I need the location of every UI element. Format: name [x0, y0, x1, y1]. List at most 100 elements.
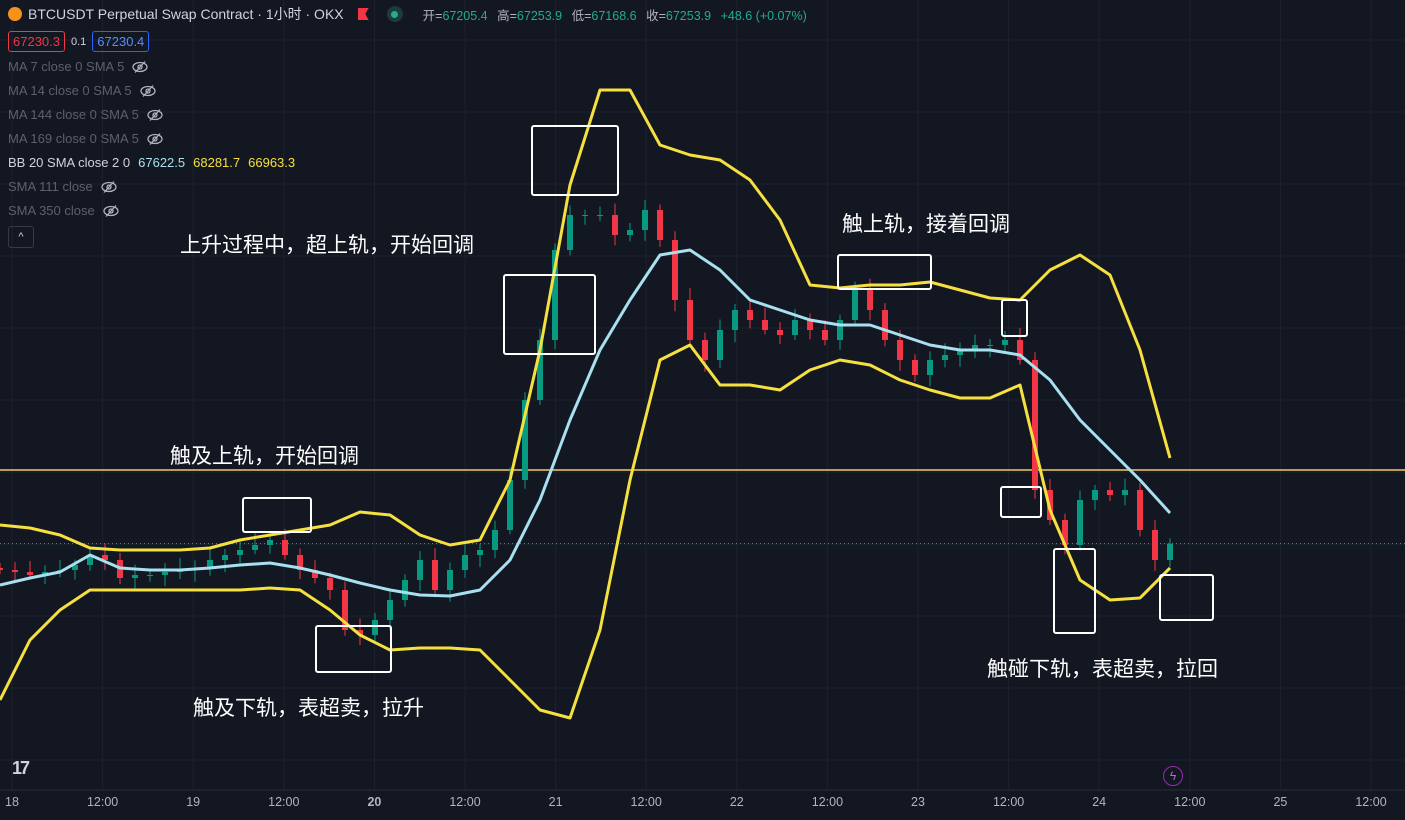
x-tick-label: 12:00: [1355, 795, 1387, 809]
eye-off-icon[interactable]: [147, 133, 163, 145]
x-tick-label: 19: [186, 795, 201, 809]
x-tick-label: 12:00: [268, 795, 300, 809]
x-tick-label: 21: [548, 795, 563, 809]
bb-upper-line: [0, 88, 1172, 552]
tradingview-logo[interactable]: 17: [12, 758, 30, 778]
sell-button[interactable]: 67230.3: [8, 31, 65, 52]
eye-off-icon[interactable]: [103, 205, 119, 217]
candle-body: [672, 240, 678, 300]
annotation-box: [1000, 486, 1042, 518]
annotation-box: [242, 497, 312, 533]
indicator-legend-item[interactable]: MA 14 close 0 SMA 5: [8, 79, 813, 103]
candle-body: [897, 340, 903, 360]
candle-body: [1077, 500, 1083, 545]
indicator-legend-item[interactable]: MA 7 close 0 SMA 5: [8, 55, 813, 79]
candle-body: [477, 550, 483, 555]
annotation-text: 触上轨，接着回调: [842, 213, 1010, 236]
candle-body: [582, 215, 588, 216]
candle-body: [927, 360, 933, 375]
candle-body: [837, 320, 843, 340]
candle-body: [282, 540, 288, 555]
flag-icon[interactable]: [357, 8, 369, 20]
candle-body: [687, 300, 693, 340]
candle-body: [1062, 520, 1068, 545]
lightning-icon[interactable]: ϟ: [1163, 766, 1183, 786]
candle-body: [342, 590, 348, 630]
x-tick-label: 25: [1273, 795, 1288, 809]
low-value: 67168.6: [591, 8, 637, 23]
candle-body: [357, 630, 363, 635]
candle-body: [882, 310, 888, 340]
x-tick-label: 12:00: [630, 795, 662, 809]
candle-body: [237, 550, 243, 555]
ohlc-values: 开=67205.4 高=67253.9 低=67168.6 收=67253.9 …: [423, 5, 813, 24]
candle-body: [372, 620, 378, 635]
candle-body: [537, 340, 543, 400]
candle-body: [312, 570, 318, 578]
candle-body: [567, 215, 573, 250]
candle-body: [27, 572, 33, 575]
candle-body: [1092, 490, 1098, 500]
candle-body: [162, 572, 168, 575]
indicator-legend-item[interactable]: BB 20 SMA close 2 0 67622.5 68281.7 66963.3: [8, 151, 813, 175]
candle-body: [267, 540, 273, 545]
candle-body: [852, 290, 858, 320]
buy-button[interactable]: 67230.4: [92, 31, 150, 52]
indicator-value: 67622.5: [138, 155, 186, 170]
x-tick-label: 18: [5, 795, 19, 809]
annotation-box: [1001, 299, 1028, 337]
eye-off-icon[interactable]: [132, 61, 148, 73]
candle-body: [942, 355, 948, 360]
x-tick-label: 20: [367, 795, 382, 809]
candle-body: [12, 570, 18, 572]
candle-body: [147, 575, 153, 576]
candle-body: [657, 210, 663, 240]
market-status-icon[interactable]: [386, 6, 403, 22]
candle-body: [717, 330, 723, 360]
close-label: 收=: [646, 8, 666, 23]
x-tick-label: 12:00: [992, 795, 1025, 809]
annotation-text: 上升过程中，超上轨，开始回调: [180, 234, 474, 257]
collapse-legend-button[interactable]: ^: [8, 226, 34, 248]
open-label: 开=: [422, 8, 443, 23]
low-label: 低=: [571, 8, 592, 23]
bb-lower-line: [0, 343, 1172, 720]
annotation-box: [1159, 574, 1214, 621]
candle-body: [252, 545, 258, 550]
indicator-legend-item[interactable]: MA 144 close 0 SMA 5: [8, 103, 813, 127]
indicator-label: SMA 111 close: [8, 179, 93, 194]
candle-body: [792, 320, 798, 335]
indicator-legend-item[interactable]: SMA 111 close: [8, 175, 813, 199]
eye-off-icon[interactable]: [101, 181, 117, 193]
candle-body: [507, 480, 513, 530]
chart-legend: BTCUSDT Perpetual Swap Contract · 1小时 · …: [8, 5, 813, 248]
eye-off-icon[interactable]: [147, 109, 163, 121]
eye-off-icon[interactable]: [139, 85, 156, 97]
change-value: +48.6 (+0.07%): [720, 8, 807, 23]
bitcoin-icon: [8, 7, 22, 21]
x-tick-label: 12:00: [86, 795, 119, 809]
candle-body: [87, 555, 93, 565]
high-value: 67253.9: [516, 8, 563, 23]
indicator-label: MA 7 close 0 SMA 5: [8, 59, 125, 74]
candle-body: [222, 555, 228, 560]
open-value: 67205.4: [442, 8, 488, 23]
annotation-box: [837, 254, 932, 290]
indicator-value: 66963.3: [248, 155, 296, 170]
candle-body: [432, 560, 438, 590]
candle-body: [207, 560, 213, 568]
indicator-legend-item[interactable]: SMA 350 close: [8, 199, 813, 223]
symbol-title[interactable]: BTCUSDT Perpetual Swap Contract · 1小时 · …: [28, 6, 344, 22]
candle-body: [597, 215, 603, 216]
candle-body: [762, 320, 768, 330]
candle-body: [1167, 543, 1173, 560]
annotation-text: 触及下轨，表超卖，拉升: [193, 697, 424, 720]
candle-body: [492, 530, 498, 550]
spread-value: 0.1: [71, 35, 87, 48]
candle-body: [867, 290, 873, 310]
indicator-legend-item[interactable]: MA 169 close 0 SMA 5: [8, 127, 813, 151]
high-label: 高=: [497, 8, 517, 23]
candle-body: [327, 578, 333, 590]
candle-body: [1002, 340, 1008, 345]
